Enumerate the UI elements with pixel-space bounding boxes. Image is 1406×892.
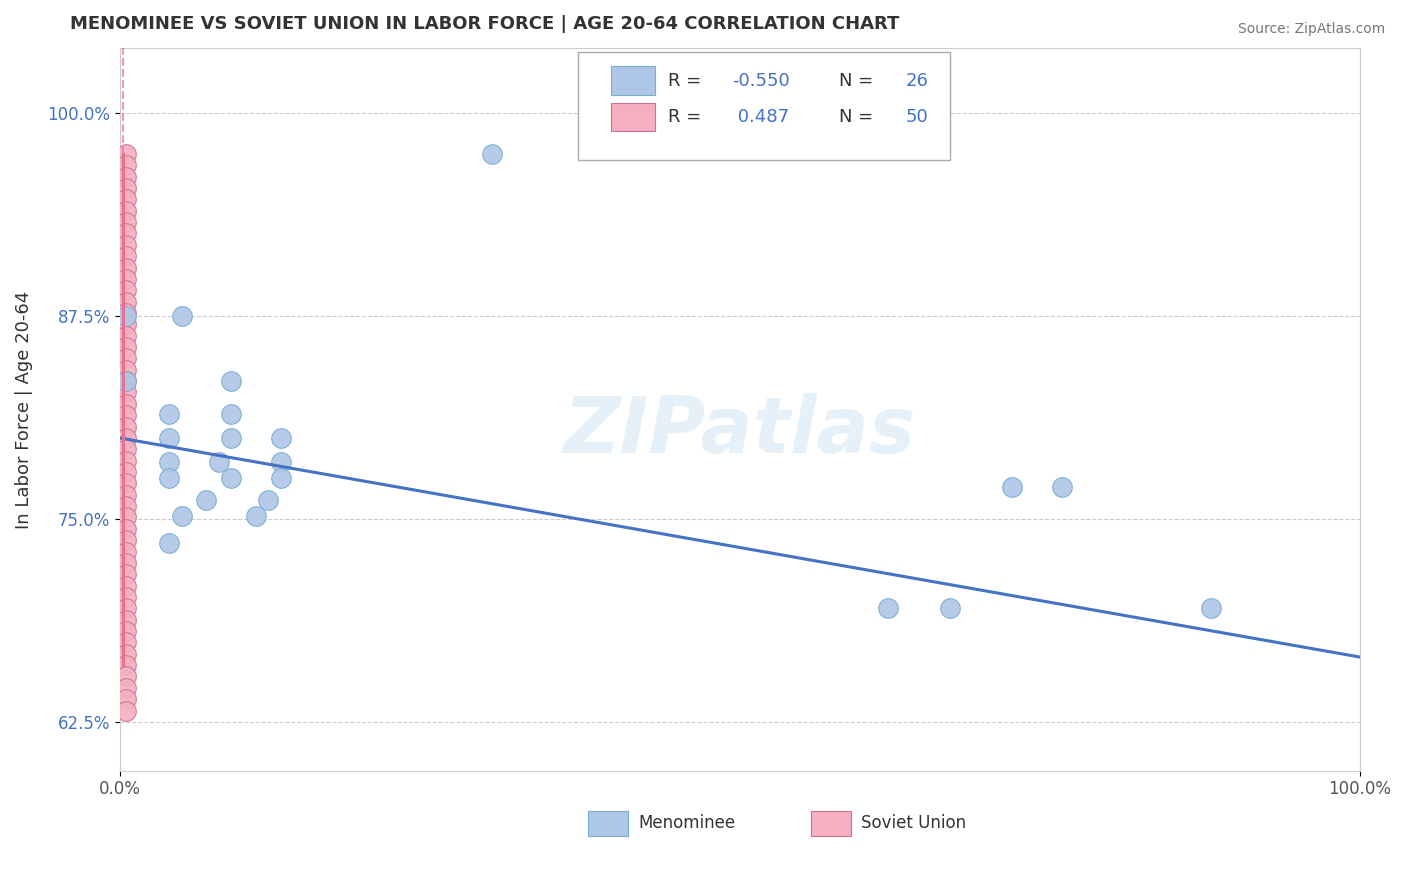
Point xyxy=(114,260,136,275)
FancyBboxPatch shape xyxy=(610,103,655,131)
Point xyxy=(114,397,136,411)
Text: 50: 50 xyxy=(905,108,928,126)
Point xyxy=(114,408,136,422)
Point xyxy=(114,237,136,252)
Text: 26: 26 xyxy=(905,72,928,90)
Point xyxy=(1199,601,1222,615)
Point xyxy=(114,522,136,536)
Point xyxy=(114,453,136,467)
Point xyxy=(170,508,193,523)
Point xyxy=(939,601,962,615)
Point xyxy=(114,431,136,445)
Point xyxy=(114,499,136,513)
Point xyxy=(219,374,242,388)
Point xyxy=(114,203,136,218)
Point xyxy=(114,510,136,524)
Point xyxy=(114,613,136,627)
Point xyxy=(195,492,218,507)
Point xyxy=(114,309,136,323)
Point xyxy=(170,309,193,323)
Point xyxy=(114,681,136,695)
Point xyxy=(114,669,136,683)
Text: Source: ZipAtlas.com: Source: ZipAtlas.com xyxy=(1237,22,1385,37)
Point xyxy=(270,431,292,445)
Text: 0.487: 0.487 xyxy=(733,108,789,126)
Point xyxy=(114,567,136,582)
Point xyxy=(114,385,136,400)
Point xyxy=(114,692,136,706)
Point xyxy=(257,492,280,507)
Point xyxy=(245,508,267,523)
Point xyxy=(481,147,503,161)
Y-axis label: In Labor Force | Age 20-64: In Labor Force | Age 20-64 xyxy=(15,291,32,529)
Point xyxy=(114,169,136,184)
Point xyxy=(114,635,136,649)
Point xyxy=(1001,480,1024,494)
Point xyxy=(114,442,136,457)
Point xyxy=(114,318,136,332)
Text: Soviet Union: Soviet Union xyxy=(860,814,966,832)
Point xyxy=(114,590,136,604)
Point xyxy=(157,455,180,469)
Text: R =: R = xyxy=(668,108,707,126)
Point xyxy=(114,181,136,195)
Point xyxy=(114,704,136,718)
FancyBboxPatch shape xyxy=(610,67,655,95)
Point xyxy=(114,158,136,172)
Point xyxy=(114,227,136,241)
Point xyxy=(114,647,136,661)
Text: -0.550: -0.550 xyxy=(733,72,790,90)
Point xyxy=(114,272,136,286)
Point xyxy=(939,845,962,859)
Point xyxy=(114,374,136,388)
Point xyxy=(114,419,136,434)
Point xyxy=(157,431,180,445)
FancyBboxPatch shape xyxy=(578,52,950,161)
Text: ZIPatlas: ZIPatlas xyxy=(564,393,915,469)
Point xyxy=(114,340,136,354)
Point xyxy=(208,455,231,469)
Text: MENOMINEE VS SOVIET UNION IN LABOR FORCE | AGE 20-64 CORRELATION CHART: MENOMINEE VS SOVIET UNION IN LABOR FORCE… xyxy=(70,15,900,33)
Point xyxy=(157,471,180,485)
Point xyxy=(114,488,136,502)
FancyBboxPatch shape xyxy=(811,811,851,836)
Point xyxy=(114,215,136,229)
Point xyxy=(114,556,136,570)
Text: R =: R = xyxy=(668,72,707,90)
Point xyxy=(114,476,136,491)
Point xyxy=(114,294,136,309)
Point xyxy=(114,147,136,161)
Point xyxy=(270,455,292,469)
Point xyxy=(114,363,136,377)
Text: N =: N = xyxy=(839,72,879,90)
Point xyxy=(114,193,136,207)
Text: N =: N = xyxy=(839,108,879,126)
Point xyxy=(114,465,136,479)
Point xyxy=(219,407,242,421)
Point xyxy=(114,601,136,615)
Point xyxy=(157,536,180,550)
Point xyxy=(114,328,136,343)
Point xyxy=(219,431,242,445)
Point xyxy=(114,306,136,320)
Point xyxy=(114,533,136,548)
Point xyxy=(877,601,900,615)
Point xyxy=(219,471,242,485)
Point xyxy=(157,407,180,421)
Point xyxy=(114,374,136,388)
Point xyxy=(1050,480,1073,494)
FancyBboxPatch shape xyxy=(588,811,628,836)
Point xyxy=(270,471,292,485)
Point xyxy=(114,578,136,592)
Point xyxy=(114,624,136,638)
Point xyxy=(114,544,136,558)
Point xyxy=(114,351,136,366)
Point xyxy=(114,249,136,263)
Text: Menominee: Menominee xyxy=(638,814,735,832)
Point xyxy=(114,658,136,673)
Point xyxy=(114,283,136,297)
